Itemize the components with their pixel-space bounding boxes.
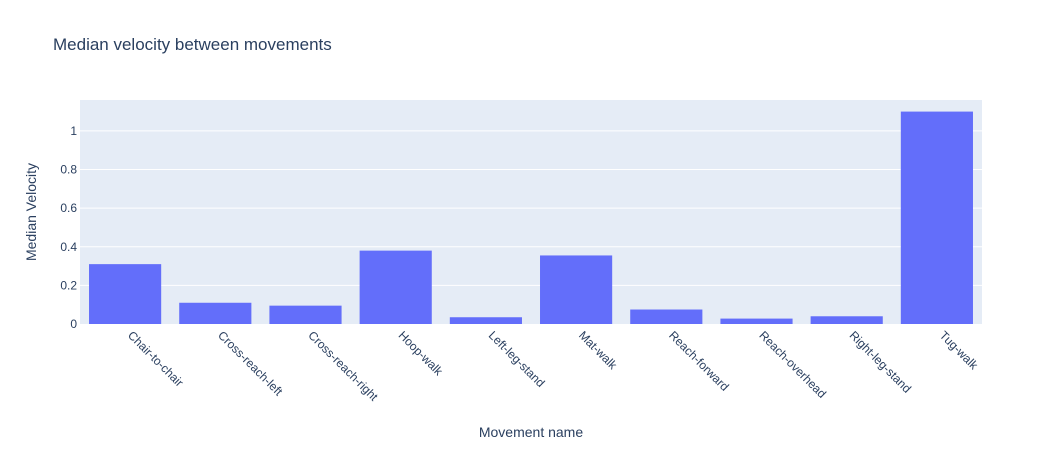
x-tick-labels: Chair-to-chair Cross-reach-left Cross-reac… [125,328,982,404]
plot-background [80,100,982,324]
bar-right-leg-stand[interactable] [810,316,883,324]
y-tick-label: 0.4 [60,240,77,254]
x-tick-label: Reach-forward [666,328,732,394]
x-axis-title: Movement name [479,424,583,440]
bars [89,111,973,324]
bar-hoop-walk[interactable] [359,250,432,324]
y-axis-title: Median Velocity [23,163,39,261]
x-tick-label: Cross-reach-right [305,328,381,404]
bar-mat-walk[interactable] [540,255,613,324]
chart-title: Median velocity between movements [53,35,332,54]
y-tick-label: 1 [70,124,77,138]
x-tick-label: Cross-reach-left [215,328,286,399]
bar-reach-overhead[interactable] [720,318,793,324]
gridlines [80,130,982,286]
x-tick-label: Hoop-walk [396,328,447,379]
bar-tug-walk[interactable] [900,111,973,324]
x-tick-label: Chair-to-chair [125,328,186,389]
y-tick-label: 0.8 [60,163,77,177]
y-tick-label: 0.6 [60,201,77,215]
x-tick-label: Left-leg-stand [486,328,548,390]
bar-chair-to-chair[interactable] [89,264,162,324]
x-tick-label: Mat-walk [576,328,621,373]
bar-reach-forward[interactable] [630,309,703,324]
y-tick-label: 0 [70,317,77,331]
y-tick-label: 0.2 [60,278,77,292]
x-tick-label: Tug-walk [937,328,982,373]
bar-left-leg-stand[interactable] [449,317,522,324]
x-tick-label: Reach-overhead [756,328,829,401]
y-tick-labels: 0 0.2 0.4 0.6 0.8 1 [60,124,77,331]
bar-cross-reach-left[interactable] [179,302,252,324]
bar-cross-reach-right[interactable] [269,305,342,324]
x-tick-label: Right-leg-stand [847,328,914,395]
